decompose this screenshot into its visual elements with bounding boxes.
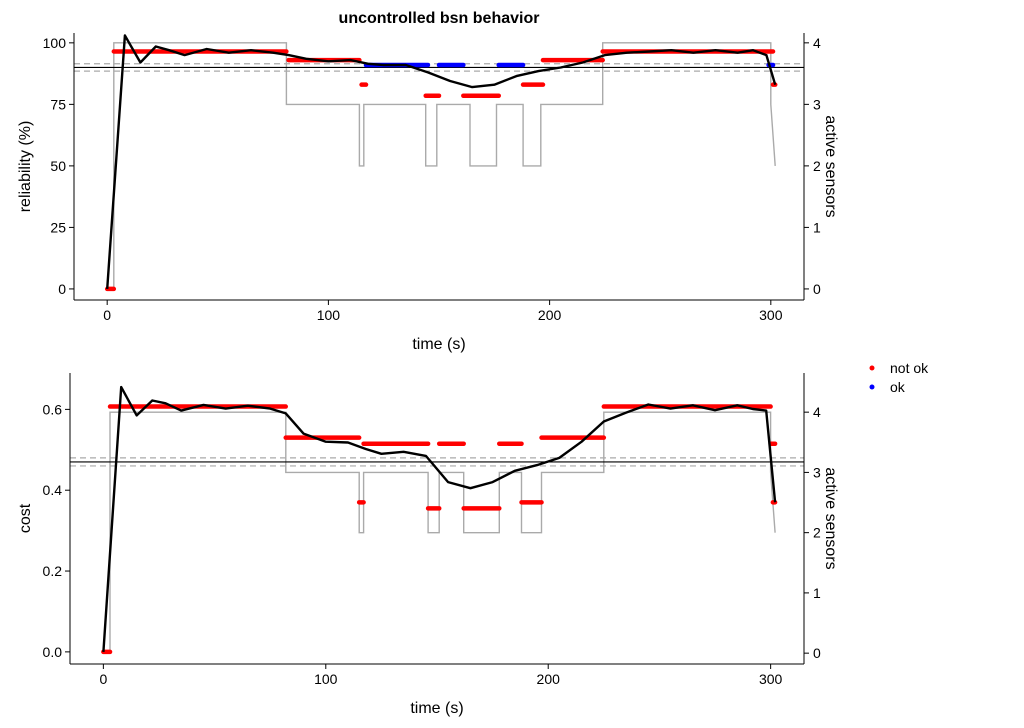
y2-axis-title: active sensors [822,115,839,217]
y-axis-title: cost [17,503,34,533]
x-tick-label: 300 [759,671,783,687]
x-tick-label: 100 [314,671,338,687]
legend-label-not-ok: not ok [890,360,929,376]
y2-tick-label: 1 [813,585,821,601]
y2-tick-label: 3 [813,464,821,480]
y2-axis-title: active sensors [822,467,839,569]
x-tick-label: 200 [538,307,562,323]
smooth-line [106,34,777,289]
y2-tick-label: 0 [813,281,821,297]
y2-tick-label: 4 [813,35,821,51]
active-sensors-line [107,42,776,290]
y-tick-label: 0.2 [43,563,63,579]
chart-title: uncontrolled bsn behavior [339,10,540,27]
legend-label-ok: ok [890,379,906,395]
legend: not ok ok [869,360,929,395]
y-axis-title: reliability (%) [17,121,34,213]
cost-panel: 0 100 200 300 0.0 0.2 0.4 0.6 0 1 2 3 4 time (s) cost a… [17,373,839,717]
y-tick-label: 75 [50,96,66,112]
y-tick-label: 100 [43,35,67,51]
reliability-panel: 0 100 200 300 0 25 50 75 100 0 1 2 3 4 time (s) reliabi… [17,33,839,353]
y2-tick-label: 0 [813,645,821,661]
x-axis-title: time (s) [410,700,463,717]
y2-tick-label: 2 [813,158,821,174]
x-tick-label: 200 [537,671,561,687]
x-tick-label: 100 [317,307,341,323]
y-tick-label: 0.6 [43,401,63,417]
y2-tick-label: 1 [813,219,821,235]
legend-marker-ok [869,384,875,390]
x-axis-title: time (s) [412,336,465,353]
x-tick-label: 0 [99,671,107,687]
active-sensors-line [103,411,776,654]
y-tick-label: 0.4 [43,482,63,498]
smooth-line [102,385,777,652]
y-tick-label: 25 [50,219,66,235]
y2-tick-label: 4 [813,404,821,420]
y-tick-label: 0.0 [43,644,63,660]
y-tick-label: 50 [50,158,66,174]
y-tick-label: 0 [58,281,66,297]
y2-tick-label: 2 [813,525,821,541]
x-tick-label: 300 [759,307,783,323]
x-tick-label: 0 [103,307,111,323]
y2-tick-label: 3 [813,96,821,112]
legend-marker-not-ok [869,365,875,371]
